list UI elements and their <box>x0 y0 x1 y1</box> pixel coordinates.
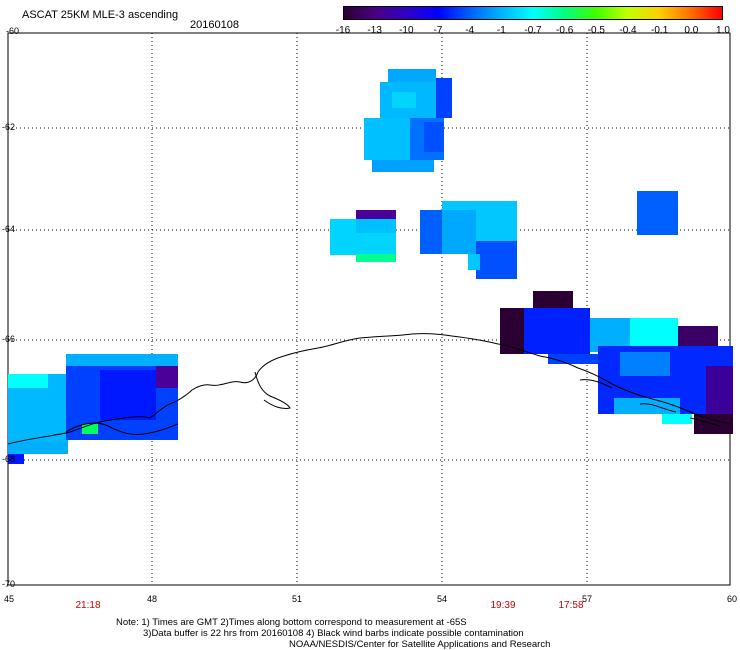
lat-label: -66 <box>2 334 16 344</box>
swath-cluster-mid <box>330 201 517 279</box>
plot-frame <box>7 32 731 586</box>
graticule <box>8 33 730 585</box>
color-scale-label: -10 <box>399 25 414 36</box>
lon-label: 57 <box>582 594 593 604</box>
note-line-2: 3)Data buffer is 22 hrs from 20160108 4)… <box>143 628 524 639</box>
note-line-1: Note: 1) Times are GMT 2)Times along bot… <box>116 617 467 628</box>
color-scale-label: -7 <box>433 25 443 36</box>
swath-cluster-east-block <box>637 191 678 235</box>
coastline-east-islands <box>579 379 721 427</box>
color-scale-label: -0.1 <box>651 25 669 36</box>
swath-cluster-west <box>8 354 178 464</box>
lat-label: -70 <box>2 579 16 589</box>
pass-time: 19:39 <box>490 600 516 611</box>
swath-cluster-east <box>500 291 733 434</box>
antarctic-coastline <box>7 333 731 445</box>
color-scale-label: -13 <box>367 25 382 36</box>
color-scale-label: -0.6 <box>556 25 574 36</box>
lon-label: 48 <box>147 594 158 604</box>
color-scale-label: -16 <box>335 25 351 36</box>
color-scale-label: -4 <box>465 25 475 36</box>
swath-cluster-north <box>364 69 452 172</box>
product-title: ASCAT 25KM MLE-3 ascending <box>22 9 179 21</box>
lon-label: 45 <box>4 594 15 604</box>
color-scale-label: 0.0 <box>684 25 699 36</box>
product-date: 20160108 <box>190 19 239 31</box>
lon-label: 51 <box>292 594 303 604</box>
color-scale-label: -1 <box>496 25 506 36</box>
coastline-west-bay <box>65 422 179 435</box>
color-scale-label: -0.7 <box>524 25 542 36</box>
pass-time: 21:18 <box>75 600 101 611</box>
color-scale-label: 1.0 <box>716 25 730 36</box>
color-scale-label: -0.5 <box>587 25 605 36</box>
color-scale-label: -0.4 <box>619 25 637 36</box>
lat-label: -60 <box>6 26 20 36</box>
lon-label: 54 <box>437 594 448 604</box>
lat-label: -64 <box>2 224 16 234</box>
lat-label: -68 <box>2 454 16 464</box>
lon-label: 60 <box>727 594 738 604</box>
coastline-inlet <box>254 371 291 409</box>
lat-label: -62 <box>2 122 16 132</box>
pass-time: 17:58 <box>558 600 584 611</box>
note-line-3: NOAA/NESDIS/Center for Satellite Applica… <box>289 639 551 650</box>
color-scale-bar <box>343 6 723 20</box>
